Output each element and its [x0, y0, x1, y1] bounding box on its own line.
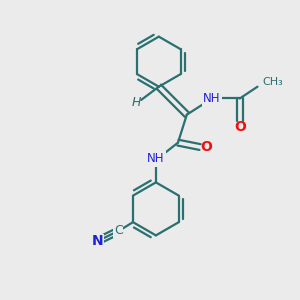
Text: O: O — [200, 140, 212, 154]
Text: N: N — [92, 234, 103, 248]
Text: C: C — [114, 224, 123, 238]
Text: O: O — [234, 120, 246, 134]
Text: CH₃: CH₃ — [262, 77, 283, 87]
Text: NH: NH — [147, 152, 165, 165]
Text: NH: NH — [203, 92, 220, 105]
Text: H: H — [132, 96, 141, 110]
